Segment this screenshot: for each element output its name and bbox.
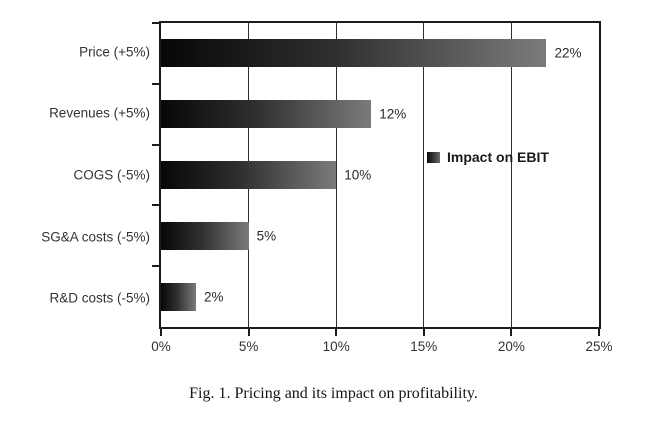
y-axis-tick xyxy=(152,265,159,268)
category-label: COGS (-5%) xyxy=(73,167,150,183)
bar-value-label: 2% xyxy=(204,289,224,305)
legend-label: Impact on EBIT xyxy=(447,149,549,165)
bar-value-label: 10% xyxy=(344,167,372,183)
category-label: Revenues (+5%) xyxy=(49,105,150,121)
bar xyxy=(161,282,197,311)
x-axis-tick xyxy=(598,329,600,336)
y-axis-tick xyxy=(152,22,159,24)
legend-swatch-icon xyxy=(427,151,440,163)
x-tick-label: 25% xyxy=(585,339,613,354)
figure-caption: Fig. 1. Pricing and its impact on profit… xyxy=(189,385,478,402)
plot-area: Impact on EBIT 0% 5% 10% 15% 20% 25% 22% 12% 10%… xyxy=(151,21,613,354)
x-axis-tick xyxy=(510,329,513,336)
gridline xyxy=(335,23,337,327)
bar xyxy=(161,161,337,189)
x-tick-label: 20% xyxy=(497,339,525,354)
x-tick-label: 5% xyxy=(238,339,259,354)
bar xyxy=(161,221,249,250)
y-axis-tick xyxy=(152,143,159,146)
category-label: SG&A costs (-5%) xyxy=(41,229,150,245)
x-axis-tick xyxy=(335,329,338,336)
bar-value-label: 22% xyxy=(554,45,582,61)
x-tick-label: 15% xyxy=(410,339,438,354)
gridline xyxy=(510,23,512,327)
x-axis-tick xyxy=(160,329,162,336)
x-axis-tick xyxy=(247,329,250,336)
bar xyxy=(161,39,547,68)
category-label: Price (+5%) xyxy=(79,44,150,60)
y-axis-tick xyxy=(152,82,159,85)
x-tick-label: 0% xyxy=(151,339,171,354)
legend: Impact on EBIT xyxy=(427,149,549,165)
category-axis-labels: Price (+5%) Revenues (+5%) COGS (-5%) SG&A … xyxy=(0,21,150,329)
bar-value-label: 5% xyxy=(256,228,277,244)
x-tick-label: 10% xyxy=(322,339,350,354)
bar xyxy=(161,100,372,129)
x-axis-tick xyxy=(422,329,425,336)
bar-value-label: 12% xyxy=(379,106,407,122)
category-label: R&D costs (-5%) xyxy=(49,290,150,306)
y-axis-tick xyxy=(152,204,159,207)
gridline xyxy=(423,23,425,327)
